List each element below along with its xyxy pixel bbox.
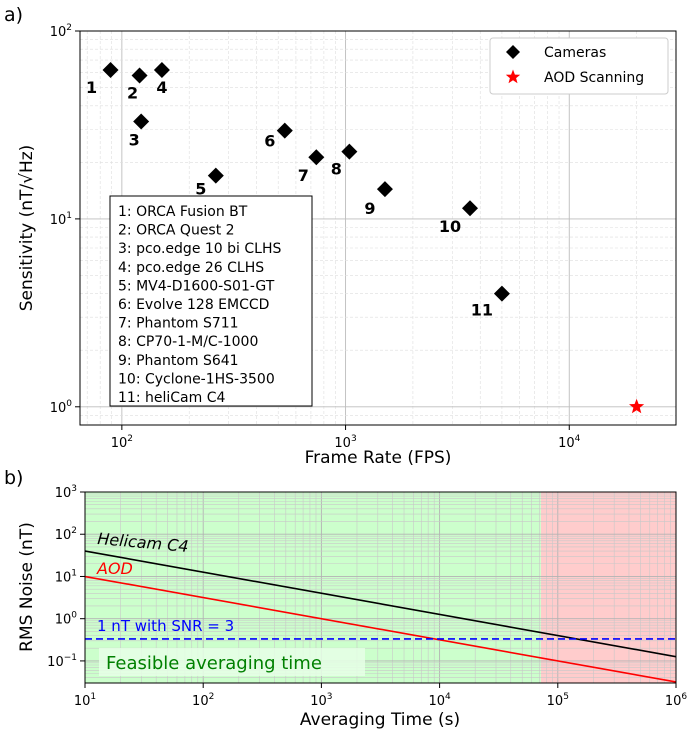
camera-list-item: 6: Evolve 128 EMCCD [118, 297, 269, 313]
y-tick-label-exponent: 0 [66, 399, 72, 409]
camera-list-item: 9: Phantom S641 [118, 353, 239, 369]
camera-number-label-6: 6 [264, 132, 275, 151]
panel-b-lines [85, 550, 676, 683]
camera-marker-1 [102, 62, 119, 79]
y-tick-label: 101 [50, 211, 72, 228]
camera-number-label-8: 8 [331, 160, 342, 179]
panel-a-y-axis-label: Sensitivity (nT/√Hz) [17, 145, 37, 312]
camera-list-box: 1: ORCA Fusion BT 2: ORCA Quest 2 3: pco.e… [109, 195, 313, 407]
camera-number-label-2: 2 [127, 83, 138, 102]
camera-marker-6 [276, 122, 293, 139]
x-tick-label-exponent: 3 [351, 434, 357, 444]
panel-b-x-axis-label: Averaging Time (s) [300, 710, 460, 730]
x-tick-label: 104 [558, 434, 581, 451]
x-tick-label-exponent: 3 [327, 692, 333, 702]
camera-marker-8 [341, 143, 358, 160]
y-tick-label-exponent: −1 [64, 653, 77, 663]
camera-list-item: 11: heliCam C4 [118, 390, 225, 406]
x-tick-label-exponent: 5 [563, 692, 569, 702]
camera-number-label-5: 5 [195, 180, 206, 199]
y-tick-label: 103 [55, 484, 77, 501]
camera-list-item: 3: pco.edge 10 bi CLHS [118, 241, 281, 257]
panel-b-plot-frame [84, 491, 677, 684]
panel-b-y-axis-label: RMS Noise (nT) [17, 522, 37, 652]
camera-marker-3 [133, 113, 150, 130]
camera-marker-11 [493, 285, 510, 302]
x-tick-label-exponent: 2 [127, 434, 133, 444]
x-tick-label-exponent: 6 [681, 692, 687, 702]
x-tick-label: 102 [192, 692, 214, 709]
x-tick-label-exponent: 2 [209, 692, 215, 702]
x-tick-label: 101 [74, 692, 96, 709]
panel-a-legend: Cameras AOD Scanning [489, 37, 669, 95]
panel-a-markers: 1 2 3 4 5 6 7 8 9 10 11 [86, 62, 645, 414]
x-tick-label: 105 [547, 692, 569, 709]
camera-number-label-11: 11 [471, 301, 493, 320]
camera-marker-7 [308, 149, 325, 166]
feasible-label-background [99, 648, 365, 676]
series-line-0 [85, 550, 676, 658]
y-tick-label-exponent: 1 [66, 211, 72, 221]
x-tick-label-exponent: 4 [575, 434, 581, 444]
camera-list-item: 5: MV4-D1600-S01-GT [118, 278, 275, 294]
y-tick-label: 102 [50, 23, 72, 40]
panel-a-x-axis-label: Frame Rate (FPS) [305, 448, 452, 468]
camera-list-item: 2: ORCA Quest 2 [118, 223, 235, 239]
y-tick-label: 10−1 [47, 653, 77, 670]
camera-marker-2 [131, 67, 148, 84]
legend-aod-marker [505, 69, 521, 84]
x-tick-label: 104 [428, 692, 451, 709]
y-tick-label-exponent: 2 [66, 23, 72, 33]
camera-number-label-7: 7 [298, 166, 309, 185]
y-tick-label: 100 [55, 611, 78, 628]
x-tick-label: 102 [111, 434, 133, 451]
y-tick-label-exponent: 3 [71, 484, 77, 494]
infeasible-region [540, 492, 676, 683]
x-tick-label-exponent: 1 [90, 692, 96, 702]
feasible-region-label: Feasible averaging time [106, 653, 322, 674]
camera-number-label-9: 9 [364, 199, 375, 218]
camera-number-label-1: 1 [86, 78, 97, 97]
panel-b-label: b) [4, 467, 23, 489]
camera-list-items: 1: ORCA Fusion BT 2: ORCA Quest 2 3: pco.e… [118, 204, 281, 406]
panel-a-plot-frame [79, 30, 677, 426]
camera-number-label-3: 3 [129, 130, 140, 149]
aod-line-label: AOD [96, 559, 133, 578]
camera-list-item: 7: Phantom S711 [118, 316, 239, 332]
panel-a-label: a) [4, 4, 23, 26]
y-tick-label: 100 [50, 399, 73, 416]
legend-aod-label: AOD Scanning [544, 70, 644, 86]
legend-frame [489, 37, 669, 95]
x-tick-label-exponent: 4 [445, 692, 451, 702]
y-tick-label-exponent: 0 [71, 611, 77, 621]
aod-star-marker [629, 398, 645, 414]
camera-marker-4 [153, 62, 170, 79]
y-tick-label: 101 [55, 568, 77, 585]
camera-marker-9 [376, 181, 393, 198]
camera-list-frame [109, 195, 313, 407]
camera-marker-10 [462, 200, 479, 217]
y-tick-label: 102 [55, 526, 77, 543]
camera-list-item: 8: CP70-1-M/C-1000 [118, 334, 258, 350]
y-tick-label-exponent: 2 [71, 526, 77, 536]
x-tick-label: 106 [665, 692, 688, 709]
y-tick-label-exponent: 1 [71, 568, 77, 578]
camera-list-item: 10: Cyclone-1HS-3500 [118, 371, 275, 387]
x-tick-label: 103 [310, 692, 332, 709]
camera-list-item: 4: pco.edge 26 CLHS [118, 260, 264, 276]
legend-cameras-label: Cameras [544, 45, 606, 61]
camera-marker-5 [207, 167, 224, 184]
camera-list-item: 1: ORCA Fusion BT [118, 204, 248, 220]
camera-number-label-4: 4 [156, 78, 167, 97]
camera-number-label-10: 10 [439, 217, 461, 236]
series-line-1 [85, 575, 676, 683]
snr-threshold-label: 1 nT with SNR = 3 [97, 617, 234, 635]
legend-cameras-marker [506, 45, 520, 59]
